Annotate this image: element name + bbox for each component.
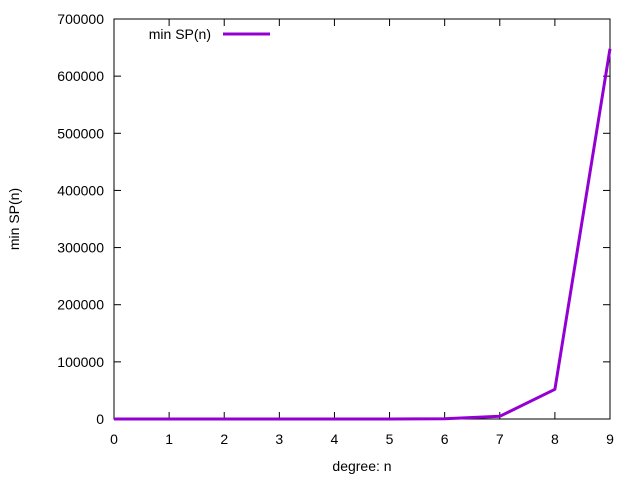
x-tick-label: 4 <box>331 431 339 447</box>
y-tick-label: 700000 <box>57 11 104 27</box>
x-tick-label: 1 <box>165 431 173 447</box>
x-tick-label: 7 <box>496 431 504 447</box>
x-tick-label: 2 <box>220 431 228 447</box>
y-tick-label: 600000 <box>57 68 104 84</box>
y-axis-label: min SP(n) <box>6 188 22 250</box>
series-layer <box>114 48 612 421</box>
x-axis: 0 1 2 3 4 5 6 7 8 9 <box>110 19 614 447</box>
x-tick-label: 5 <box>386 431 394 447</box>
series-line <box>114 48 612 421</box>
legend-label: min SP(n) <box>149 26 211 42</box>
x-tick-label: 0 <box>110 431 118 447</box>
x-tick-label: 8 <box>551 431 559 447</box>
y-axis: 0 100000 200000 300000 400000 500000 600000 700… <box>57 11 610 427</box>
y-tick-label: 0 <box>96 411 104 427</box>
y-tick-label: 200000 <box>57 297 104 313</box>
x-tick-label: 9 <box>606 431 614 447</box>
plot-frame <box>113 18 611 420</box>
y-tick-label: 100000 <box>57 354 104 370</box>
y-tick-label: 500000 <box>57 125 104 141</box>
y-tick-label: 300000 <box>57 240 104 256</box>
x-tick-label: 3 <box>275 431 283 447</box>
x-tick-label: 6 <box>441 431 449 447</box>
legend: min SP(n) <box>149 26 270 42</box>
x-axis-label: degree: n <box>332 458 391 474</box>
y-tick-label: 400000 <box>57 182 104 198</box>
